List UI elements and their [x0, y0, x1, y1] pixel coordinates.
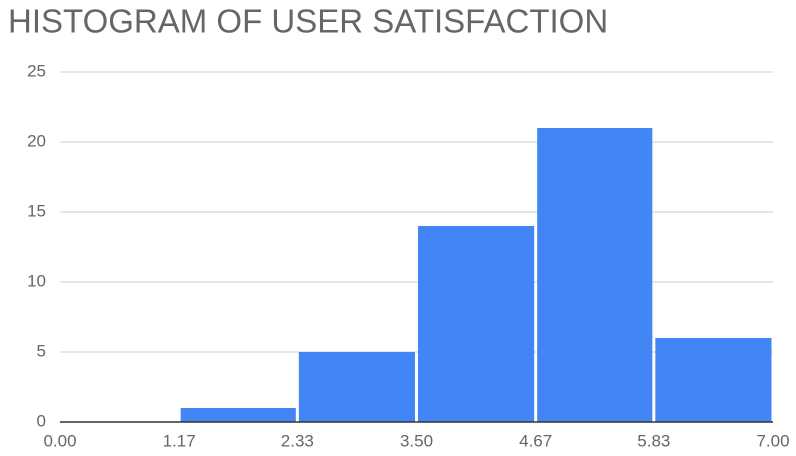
- bar: [537, 128, 653, 422]
- y-tick-label: 25: [27, 61, 46, 80]
- chart-title: HISTOGRAM OF USER SATISFACTION: [8, 3, 608, 40]
- y-tick-label: 10: [27, 271, 46, 290]
- x-tick-label: 4.67: [519, 431, 552, 450]
- y-tick-label: 20: [27, 131, 46, 150]
- y-tick-label: 5: [37, 341, 46, 360]
- bar: [418, 226, 535, 422]
- x-tick-label: 1.17: [163, 431, 196, 450]
- x-tick-label: 3.50: [400, 431, 433, 450]
- x-tick-label: 2.33: [281, 431, 314, 450]
- y-tick-label: 15: [27, 201, 46, 220]
- x-tick-label: 5.83: [637, 431, 670, 450]
- bar: [180, 408, 296, 422]
- bar: [655, 338, 772, 422]
- bar: [298, 352, 415, 422]
- x-tick-label: 0.00: [43, 431, 76, 450]
- y-tick-label: 0: [37, 411, 46, 430]
- x-tick-label: 7.00: [756, 431, 789, 450]
